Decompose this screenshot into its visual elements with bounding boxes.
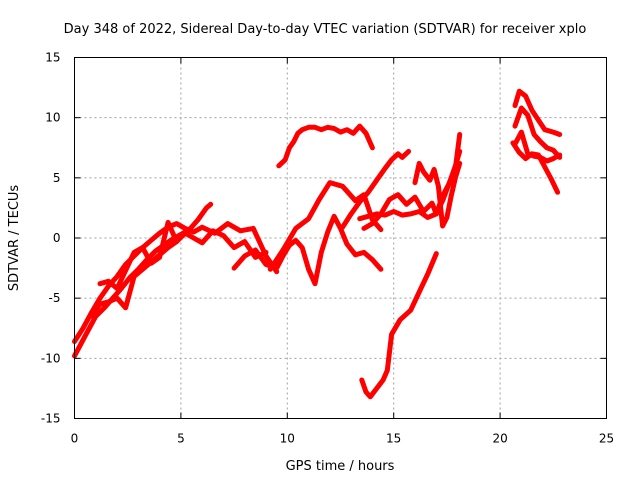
- x-tick-label: 5: [177, 432, 185, 446]
- data-series-group: [72, 88, 563, 400]
- series-arc-3: [89, 228, 269, 319]
- x-tick-label: 20: [492, 432, 507, 446]
- series-arc-16: [510, 140, 561, 195]
- y-tick-label: 15: [45, 51, 60, 65]
- series-arc-8: [340, 148, 412, 230]
- series-arc-6: [267, 180, 384, 272]
- grid: [74, 57, 607, 419]
- series-arc-13: [512, 88, 563, 137]
- series-arc-10: [357, 132, 463, 222]
- x-tick-label: 10: [280, 432, 295, 446]
- series-arc-4: [97, 219, 180, 291]
- x-tick-label: 15: [386, 432, 401, 446]
- y-axis-label: SDTVAR / TECUs: [7, 185, 22, 292]
- series-arc-5: [231, 213, 384, 287]
- series-arc-14: [512, 105, 563, 160]
- y-tick-label: -5: [49, 291, 61, 305]
- series-arc-12: [359, 251, 439, 400]
- series-arc-11: [412, 160, 463, 229]
- x-tick-label: 25: [599, 432, 614, 446]
- axis-ticks: 0 5 10 15 20 25 -15 -10 -5 0 5 10 15: [41, 51, 614, 446]
- series-arc-1: [72, 201, 214, 359]
- x-axis-label: GPS time / hours: [286, 459, 395, 474]
- y-tick-label: 10: [45, 111, 60, 125]
- x-tick-label: 0: [71, 432, 79, 446]
- y-tick-label: 0: [53, 231, 61, 245]
- chart-title: Day 348 of 2022, Sidereal Day-to-day VTE…: [64, 22, 587, 37]
- y-tick-label: 5: [53, 171, 61, 185]
- y-tick-label: -10: [41, 351, 61, 365]
- series-arc-7: [276, 123, 375, 169]
- y-tick-label: -15: [41, 412, 61, 426]
